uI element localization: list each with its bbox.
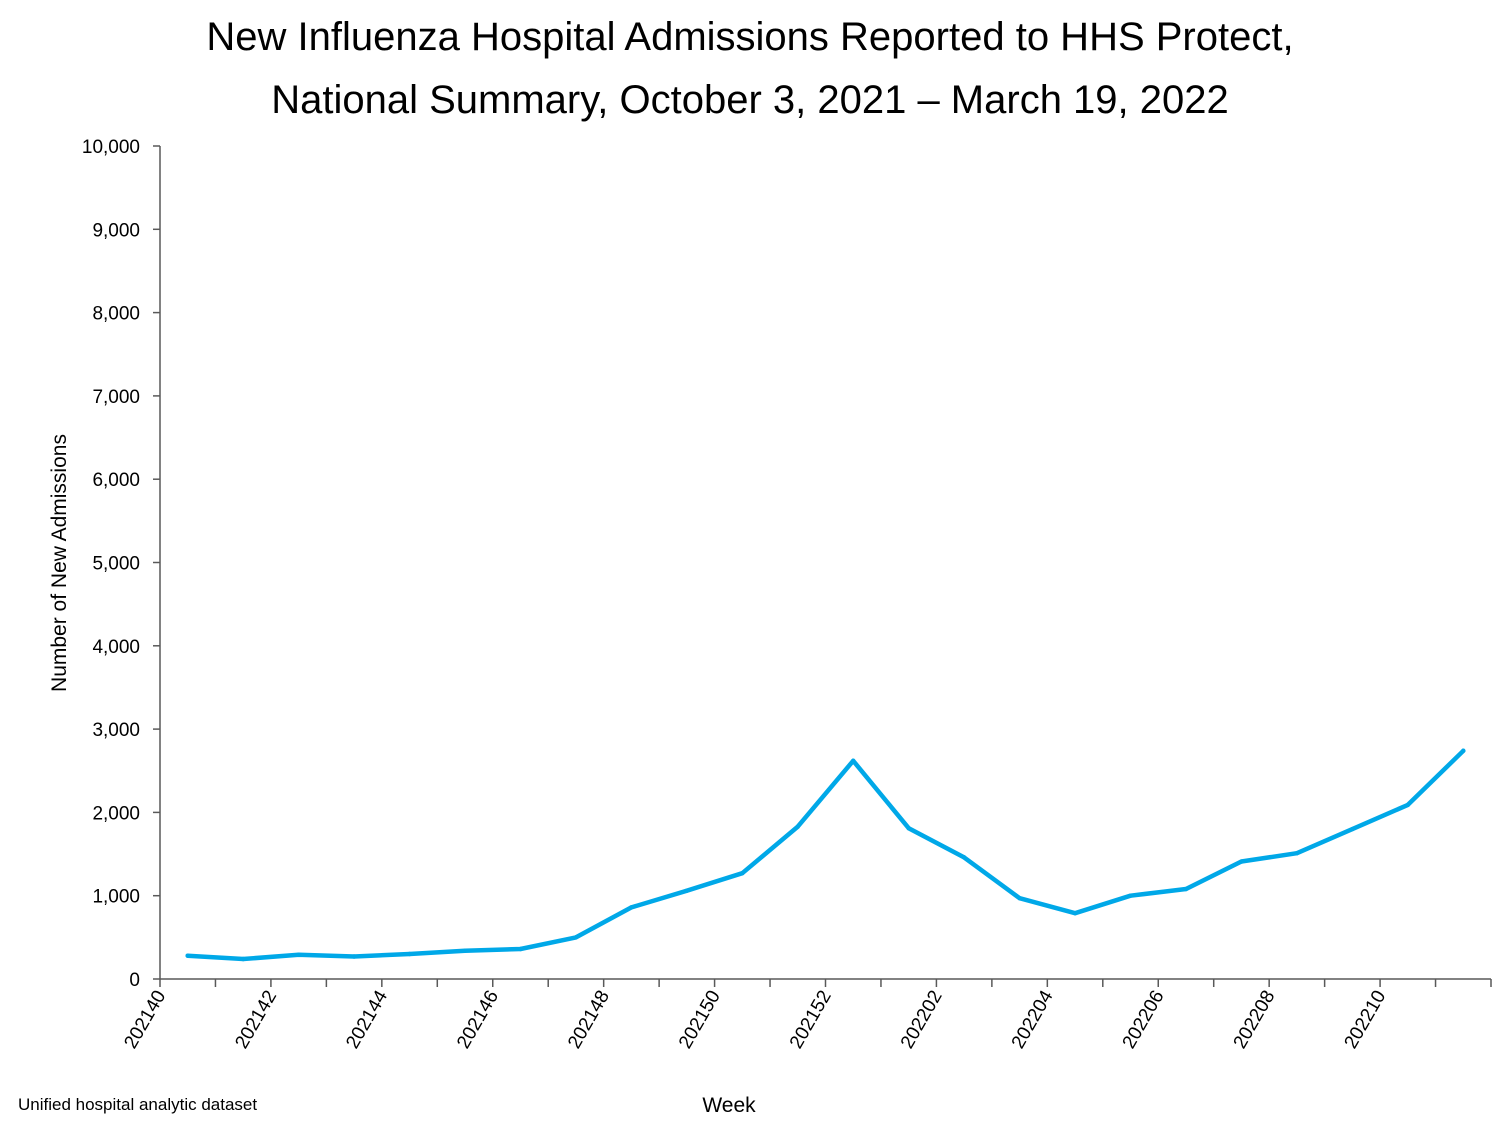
y-tick-label: 2,000 [92,803,140,824]
x-tick-label: 202150 [675,987,725,1052]
x-tick-label: 202202 [897,987,947,1052]
data-point [185,953,190,958]
y-tick-label: 1,000 [92,887,140,908]
data-point [407,951,412,957]
x-tick-label: 202206 [1119,987,1169,1052]
data-point [629,905,634,910]
data-point [740,871,745,876]
data-point [240,956,246,962]
x-tick-label: 202208 [1230,987,1280,1052]
x-tick-label: 202204 [1008,987,1058,1053]
x-axis: 202140 202142 202144 202146 202148 202150 2021… [120,978,1492,1053]
data-point [518,946,523,952]
data-point [462,948,468,953]
data-point [573,935,579,940]
data-point [1128,893,1133,898]
data-point [1350,826,1355,832]
y-tick-label: 0 [129,970,140,991]
y-axis-label: Number of New Admissions [48,434,71,692]
data-point [1461,748,1466,753]
series-line-0 [185,748,1466,962]
y-tick-label: 6,000 [92,470,140,491]
data-point [1239,859,1244,864]
x-tick-label: 202148 [564,987,614,1052]
y-tick-label: 8,000 [92,304,140,325]
x-tick-label: 202152 [786,987,836,1052]
x-axis-label: Week [702,1094,756,1117]
y-tick-label: 7,000 [92,387,140,408]
data-point [1072,910,1078,916]
data-point [906,826,911,831]
data-point [1294,851,1300,856]
data-point [1405,802,1411,808]
data-point [684,888,690,893]
y-tick-label: 10,000 [82,137,140,158]
chart-subtitle: National Summary, October 3, 2021 – Marc… [271,78,1229,122]
source-note: Unified hospital analytic dataset [18,1095,257,1114]
x-tick-label: 202146 [453,987,503,1052]
data-point [296,952,301,958]
y-axis: 0 1,000 2,000 3,000 4,000 5,000 6,000 7,000 8,00… [82,137,161,991]
chart-title: New Influenza Hospital Admissions Report… [206,15,1293,59]
y-tick-label: 5,000 [92,554,140,575]
data-point [795,824,800,829]
data-point [1017,895,1022,901]
y-tick-label: 4,000 [92,637,140,658]
data-point [1183,886,1189,892]
series-layer [185,748,1466,962]
x-tick-label: 202210 [1341,987,1391,1052]
data-point [351,954,357,959]
x-tick-label: 202144 [342,987,392,1053]
data-point [851,758,856,763]
x-tick-label: 202140 [120,987,170,1052]
data-point [961,855,967,860]
x-tick-label: 202142 [231,987,281,1052]
y-tick-label: 9,000 [92,220,140,241]
y-tick-label: 3,000 [92,720,140,741]
